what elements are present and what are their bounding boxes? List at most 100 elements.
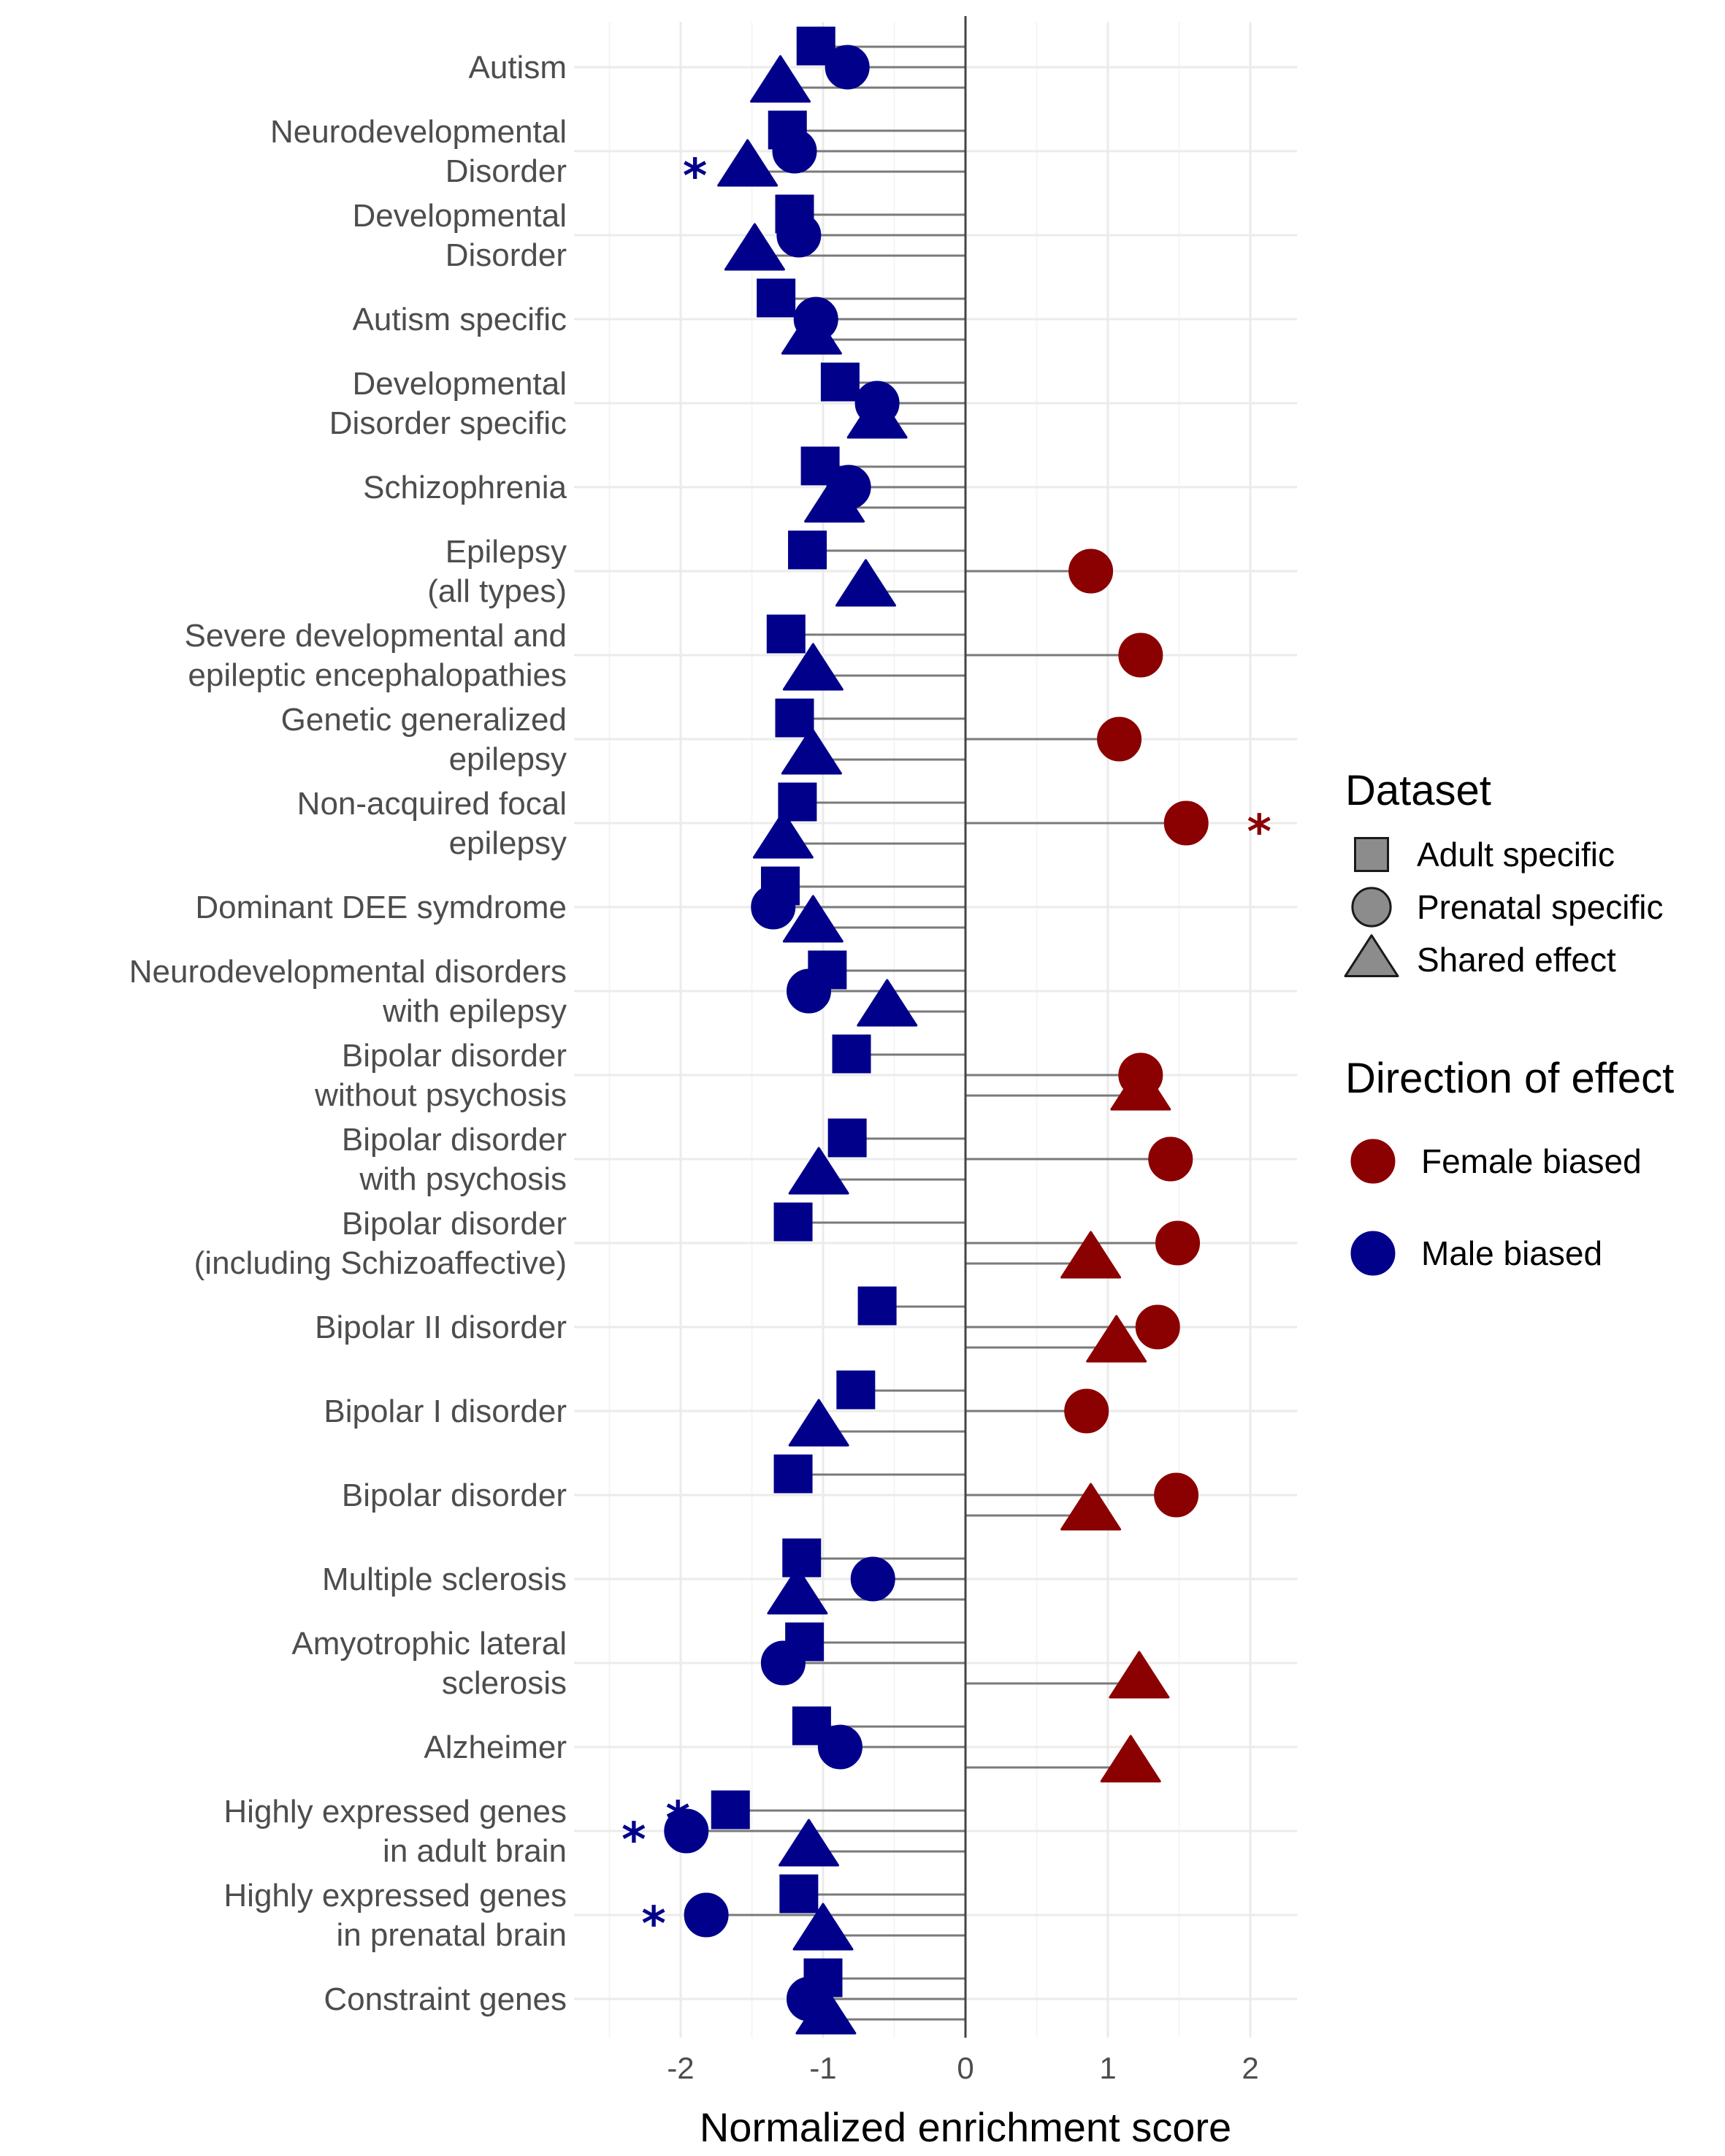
legend-dataset-title: Dataset (1345, 767, 1491, 814)
category-label: epilepsy (449, 825, 567, 861)
category-label: Disorder (445, 153, 567, 189)
x-tick-label: 2 (1242, 2051, 1258, 2085)
significance-star: * (621, 1813, 646, 1868)
point-triangle (1109, 1651, 1170, 1699)
point-triangle (857, 979, 918, 1027)
category-labels: AutismNeurodevelopmentalDisorderDevelopm… (129, 50, 567, 2017)
category-label: Bipolar disorder (342, 1122, 567, 1158)
point-square (857, 1286, 897, 1326)
significance-star: * (683, 150, 707, 204)
category-label: Disorder specific (329, 405, 567, 441)
category-label: Genetic generalized (281, 702, 567, 738)
point-circle (1068, 548, 1114, 594)
category-label: Epilepsy (445, 534, 567, 570)
category-label: in prenatal brain (336, 1917, 567, 1953)
data-markers (664, 26, 1209, 2035)
point-circle (684, 1892, 729, 1938)
x-tick-label: 0 (957, 2051, 974, 2085)
category-label: Developmental (353, 198, 567, 234)
point-triangle (724, 223, 785, 271)
point-triangle (795, 1987, 857, 2035)
category-label: Constraint genes (324, 1981, 567, 2017)
point-square (775, 698, 814, 738)
category-label: Developmental (353, 366, 567, 402)
point-triangle (846, 391, 908, 439)
legend-direction-items: Female biased Male biased (1350, 1139, 1642, 1276)
category-label: with psychosis (359, 1161, 567, 1197)
legend-direction-title: Direction of effect (1345, 1055, 1674, 1102)
point-triangle (781, 727, 842, 775)
category-label: Bipolar disorder (342, 1038, 567, 1074)
legend-dataset-label: Adult specific (1417, 836, 1615, 874)
category-label: (all types) (427, 573, 567, 609)
category-label: Neurodevelopmental (270, 114, 567, 150)
legend: Dataset Adult specific Prenatal specific S… (1344, 767, 1674, 1276)
legend-key-circle (1350, 1231, 1396, 1276)
point-circle (772, 129, 817, 174)
point-triangle (792, 1903, 854, 1951)
category-label: (including Schizoaffective) (194, 1245, 567, 1281)
x-tick-label: -1 (809, 2051, 836, 2085)
point-square (836, 1370, 876, 1410)
point-circle (1097, 716, 1142, 762)
point-triangle (767, 1567, 828, 1615)
category-label: Bipolar II disorder (315, 1310, 567, 1345)
significance-star: * (1247, 806, 1271, 860)
category-label: Non-acquired focal (297, 786, 567, 822)
point-circle (1163, 800, 1209, 846)
point-circle (1148, 1136, 1193, 1182)
point-triangle (779, 1819, 839, 1867)
point-circle (760, 1640, 806, 1686)
point-triangle (1060, 1231, 1122, 1279)
point-square (832, 1034, 871, 1074)
category-label: Highly expressed genes (223, 1878, 567, 1914)
point-triangle (1100, 1735, 1161, 1783)
point-triangle (752, 811, 814, 859)
category-label: in adult brain (383, 1833, 567, 1869)
point-circle (751, 884, 796, 930)
point-square (773, 1202, 813, 1242)
category-label: Multiple sclerosis (322, 1561, 567, 1597)
lollipop-stems (686, 45, 1187, 2021)
point-triangle (781, 307, 842, 355)
point-circle (776, 213, 822, 258)
point-triangle (1060, 1483, 1122, 1531)
point-square (773, 1454, 813, 1494)
point-square (757, 278, 796, 318)
point-triangle (750, 55, 811, 103)
point-circle (817, 1724, 862, 1770)
category-label: Amyotrophic lateral (291, 1626, 567, 1662)
point-square (711, 1790, 750, 1830)
category-label: Schizophrenia (363, 470, 567, 505)
category-label: Bipolar disorder (342, 1478, 567, 1513)
point-circle (850, 1556, 895, 1602)
point-triangle (782, 895, 844, 943)
significance-markers: ***** (621, 150, 1271, 1952)
x-tick-label: 1 (1099, 2051, 1116, 2085)
significance-star: * (666, 1792, 690, 1846)
point-circle (787, 968, 831, 1014)
point-circle (1155, 1220, 1201, 1266)
x-axis-title: Normalized enrichment score (700, 2104, 1231, 2150)
category-label: Neurodevelopmental disorders (129, 954, 567, 990)
point-square (766, 614, 806, 654)
point-triangle (1086, 1315, 1147, 1363)
point-triangle (788, 1399, 849, 1447)
category-label: Alzheimer (424, 1729, 567, 1765)
legend-direction-label: Female biased (1421, 1142, 1642, 1180)
point-triangle (782, 643, 844, 691)
grid (574, 22, 1297, 2038)
category-label: Disorder (445, 237, 567, 273)
x-axis-ticks: -2 -1 0 1 2 (667, 2051, 1258, 2085)
legend-key-circle (1350, 1139, 1396, 1184)
legend-direction-label: Male biased (1421, 1234, 1602, 1272)
point-circle (1118, 632, 1163, 678)
category-label: Dominant DEE symdrome (195, 890, 567, 925)
legend-key-triangle (1344, 934, 1399, 977)
point-circle (1135, 1304, 1180, 1350)
point-circle (1064, 1388, 1109, 1434)
point-square (827, 1118, 867, 1158)
point-triangle (804, 475, 865, 523)
x-tick-label: -2 (667, 2051, 694, 2085)
